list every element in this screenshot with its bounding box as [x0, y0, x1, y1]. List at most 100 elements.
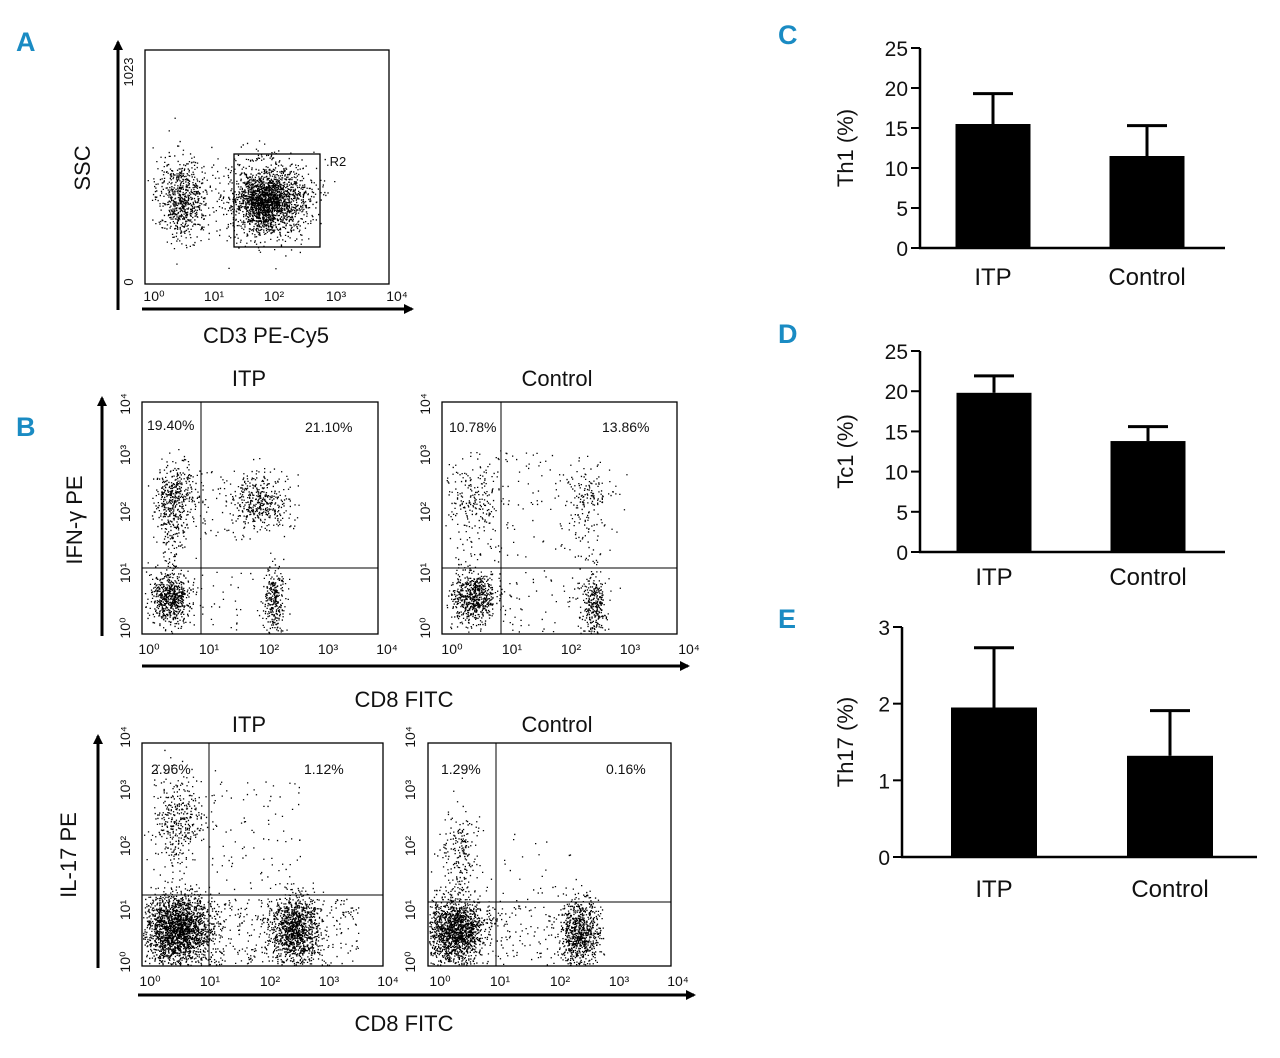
event-dots: [502, 833, 572, 902]
quadrant-upper-left-pct: 1.29%: [441, 761, 481, 777]
event-dots: [430, 905, 601, 966]
flow-plot-scatter: [144, 449, 300, 634]
y-axis-label: Th1 (%): [833, 109, 858, 187]
event-dots: [577, 549, 621, 635]
panel-b-row2-xlabel: CD8 FITC: [355, 1011, 454, 1036]
flow-plot-title: ITP: [232, 366, 266, 391]
y-tick: 10¹: [117, 563, 133, 584]
event-dots: [446, 553, 511, 633]
bar-itp: [956, 392, 1032, 552]
event-dots: [143, 870, 241, 966]
event-dots: [153, 482, 188, 599]
panel-b-row1-ylabel: IFN-γ PE: [62, 475, 87, 564]
flow-plot-title: ITP: [232, 712, 266, 737]
x-tick: 10⁴: [377, 973, 399, 989]
bar-chart-d: D 0 5 10 15 20 25 Tc1 (%) ITP Control: [778, 319, 1225, 591]
y-tick: 10¹: [117, 900, 133, 921]
event-dots: [233, 168, 291, 235]
flow-plot-scatter: [445, 450, 628, 635]
flow-plot-il17-control: Control 1.29% 0.16% 10⁰ 10¹ 10² 10³ 10⁴ …: [402, 712, 689, 989]
category-label: Control: [1108, 264, 1185, 291]
panel-a-plot-frame: [144, 49, 390, 285]
y-tick-label: 5: [896, 198, 908, 221]
panel-a-ylabel: SSC: [70, 145, 95, 190]
panel-a-xtick: 10⁴: [386, 288, 408, 304]
x-tick: 10⁰: [139, 973, 161, 989]
flow-plot-frame: [441, 401, 678, 635]
y-tick-label: 25: [885, 341, 908, 364]
panel-a-ytick-0: 0: [121, 278, 136, 285]
flow-plot-title: Control: [522, 712, 593, 737]
x-tick: 10⁰: [138, 641, 160, 657]
y-tick: 10²: [417, 502, 433, 523]
bar-chart-c: C 0 5 10 15 20 25 Th1 (%) ITP Control: [778, 20, 1225, 291]
y-tick: 10²: [117, 502, 133, 523]
y-tick: 10⁴: [417, 393, 433, 415]
category-label: ITP: [975, 876, 1012, 903]
panel-a-xtick: 10³: [326, 288, 347, 304]
y-tick: 10¹: [417, 563, 433, 584]
flow-plot-title: Control: [522, 366, 593, 391]
y-tick-label: 2: [878, 694, 890, 717]
y-tick-label: 15: [885, 118, 908, 141]
y-tick-label: 25: [885, 38, 908, 61]
x-tick: 10⁰: [441, 641, 463, 657]
flow-plot-scatter: [429, 777, 606, 966]
y-tick-label: 5: [896, 502, 908, 525]
event-dots: [500, 570, 602, 633]
x-tick: 10²: [550, 973, 571, 989]
y-tick: 10²: [117, 836, 133, 857]
event-dots: [553, 878, 606, 966]
flow-plot-frame: [427, 742, 672, 967]
y-tick-label: 20: [885, 381, 908, 404]
flow-plot-x-ticks: 10⁰ 10¹ 10² 10³ 10⁴: [441, 641, 699, 657]
y-tick: 10²: [402, 836, 418, 857]
gate-r2-label: .R2: [326, 154, 346, 169]
y-axis-label: Tc1 (%): [833, 414, 858, 489]
quadrant-upper-right-pct: 0.16%: [606, 761, 646, 777]
x-tick: 10³: [318, 641, 339, 657]
x-tick: 10²: [260, 973, 281, 989]
y-tick-label: 20: [885, 78, 908, 101]
quadrant-upper-left-pct: 10.78%: [449, 419, 496, 435]
y-tick-label: 10: [885, 158, 908, 181]
quadrant-upper-right-pct: 1.12%: [304, 761, 344, 777]
flow-plot-scatter: [143, 749, 360, 967]
x-tick: 10³: [609, 973, 630, 989]
y-tick-label: 0: [896, 542, 908, 565]
x-tick: 10¹: [199, 641, 220, 657]
bar-control: [1127, 755, 1213, 857]
x-tick: 10¹: [200, 973, 221, 989]
y-tick: 10⁰: [117, 617, 133, 639]
x-tick: 10⁰: [429, 973, 451, 989]
panel-label-d: D: [778, 319, 798, 349]
flow-plot-y-ticks: 10⁰ 10¹ 10² 10³ 10⁴: [117, 393, 133, 638]
category-label: ITP: [975, 564, 1012, 591]
event-dots: [429, 876, 517, 966]
y-tick: 10⁴: [402, 726, 418, 748]
flow-plot-x-ticks: 10⁰ 10¹ 10² 10³ 10⁴: [139, 973, 398, 989]
panel-label-c: C: [778, 20, 798, 50]
flow-plot-frame: [141, 401, 379, 635]
event-dots: [430, 777, 488, 916]
bar-chart-e: E 0 1 2 3 Th17 (%) ITP Control: [778, 604, 1257, 903]
y-tick: 10³: [402, 780, 418, 801]
panel-a-ytick-1023: 1023: [121, 58, 136, 87]
bar-itp: [955, 124, 1031, 248]
gate-r2-rect: [233, 153, 321, 248]
event-dots: [258, 552, 289, 634]
y-tick: 10⁴: [117, 726, 133, 748]
quadrant-upper-right-pct: 13.86%: [602, 419, 649, 435]
panel-a-xtick: 10⁰: [143, 288, 165, 304]
y-tick: 10³: [117, 780, 133, 801]
panel-a-xlabel: CD3 PE-Cy5: [203, 323, 329, 348]
quadrant-upper-right-pct: 21.10%: [305, 419, 352, 435]
event-dots: [447, 463, 510, 555]
x-tick: 10¹: [490, 973, 511, 989]
y-tick-label: 0: [878, 847, 890, 870]
y-tick-label: 3: [878, 617, 890, 640]
y-tick: 10⁰: [402, 951, 418, 973]
event-dots: [147, 449, 206, 536]
